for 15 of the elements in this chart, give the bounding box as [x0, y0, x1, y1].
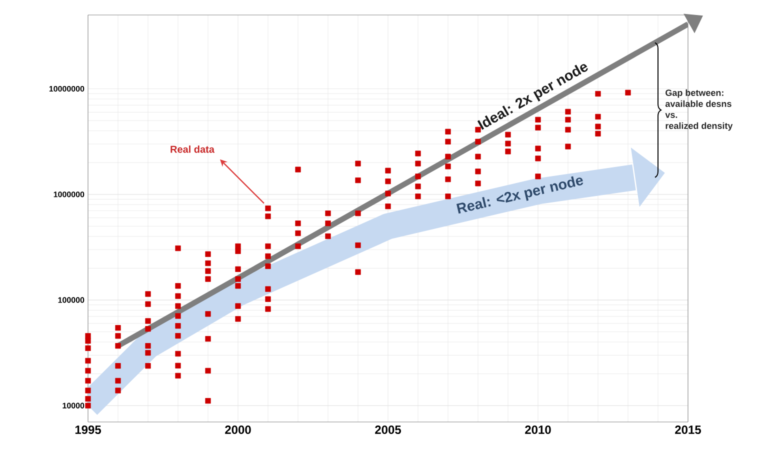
y-tick-label: 10000 — [62, 402, 84, 408]
x-tick-label: 2000 — [225, 426, 251, 434]
y-tick-label: 10000000 — [49, 86, 84, 92]
y-tick-label: 1000000 — [54, 192, 84, 198]
y-tick-label: 100000 — [58, 297, 84, 303]
x-tick-label: 2005 — [375, 426, 402, 434]
annotation: realized density — [666, 122, 733, 131]
annotation: Real data — [170, 145, 215, 153]
annotation: available desns — [665, 100, 732, 107]
x-tick-label: 1995 — [75, 426, 102, 434]
x-tick-label: 2010 — [525, 426, 551, 434]
annotation: vs. — [665, 113, 678, 118]
x-tick-label: 2015 — [675, 426, 701, 434]
annotation: Gap between: — [666, 89, 724, 98]
text: Real: <2x per node — [456, 176, 584, 214]
